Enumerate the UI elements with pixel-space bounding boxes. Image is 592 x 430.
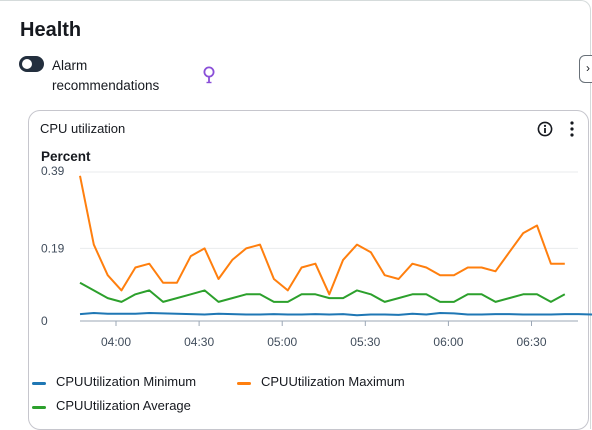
section-title: Health (20, 19, 82, 41)
x-tick-label: 06:30 (516, 335, 546, 349)
widget-title: CPU utilization (40, 121, 126, 136)
side-actions-button[interactable]: › (579, 55, 592, 83)
legend-label-minimum: CPUUtilization Minimum (56, 374, 197, 389)
lightbulb-icon[interactable] (202, 66, 216, 84)
legend-label-maximum: CPUUtilization Maximum (261, 374, 405, 389)
y-tick-label: 0 (41, 314, 48, 328)
info-icon[interactable] (537, 121, 553, 137)
legend-swatch-minimum (32, 382, 46, 385)
legend-swatch-average (32, 406, 46, 409)
toggle-knob (22, 59, 32, 69)
x-tick-label: 05:30 (350, 335, 380, 349)
series-line-minimum (79, 312, 592, 317)
legend-swatch-maximum (237, 382, 251, 385)
alarm-recommendations-toggle[interactable] (19, 56, 44, 72)
y-tick-label: 0.39 (41, 164, 65, 178)
alarm-label-line1: Alarm (52, 58, 88, 73)
chevron-right-icon: › (586, 61, 590, 75)
legend-label-average: CPUUtilization Average (56, 398, 191, 413)
x-tick-label: 04:00 (101, 335, 131, 349)
more-vertical-icon[interactable] (567, 120, 577, 138)
alarm-label-line2: recommendations (52, 78, 160, 93)
x-tick-label: 04:30 (184, 335, 214, 349)
x-tick-label: 06:00 (433, 335, 463, 349)
y-axis-unit-label: Percent (41, 149, 91, 164)
series-line-maximum (79, 175, 565, 296)
series-line-average (79, 281, 566, 303)
x-tick-label: 05:00 (267, 335, 297, 349)
alarm-recommendations-label: Alarm recommendations (52, 56, 182, 96)
y-tick-label: 0.19 (41, 241, 65, 255)
